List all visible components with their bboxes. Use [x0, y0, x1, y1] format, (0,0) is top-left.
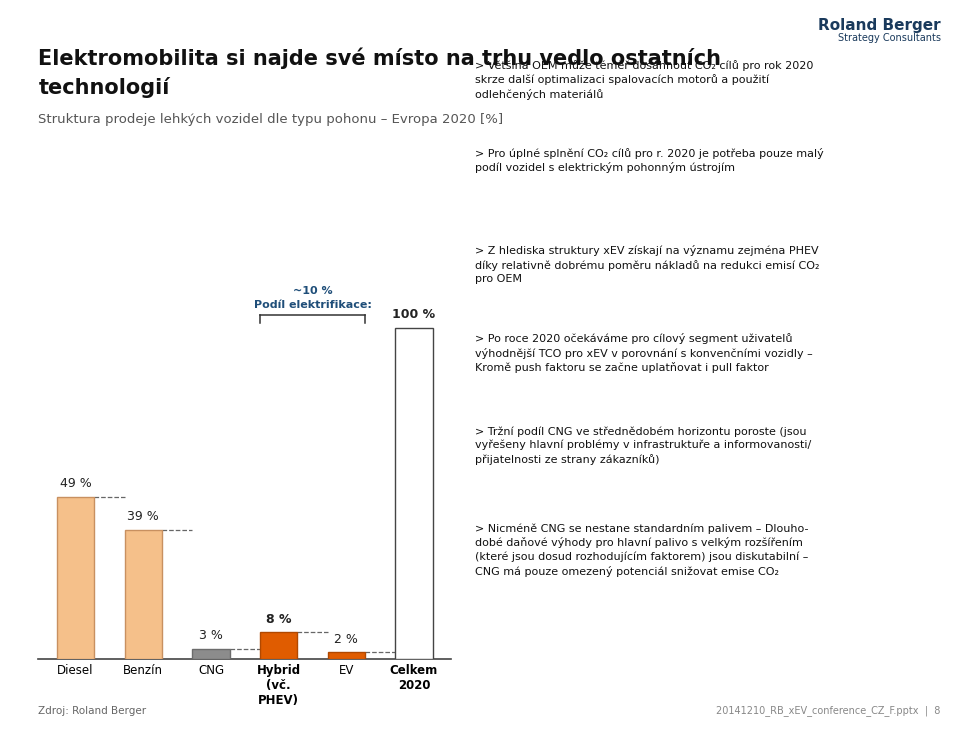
Bar — [57, 496, 94, 659]
Text: technologií: technologií — [38, 77, 170, 98]
Text: 3 %: 3 % — [199, 630, 223, 642]
Text: > Nicméně CNG se nestane standardním palivem – Dlouho-
dobé daňové výhody pro hl: > Nicméně CNG se nestane standardním pal… — [475, 523, 808, 577]
Bar — [396, 328, 433, 659]
Text: 2: 2 — [20, 16, 32, 31]
Bar — [260, 632, 298, 659]
Text: ~10 %: ~10 % — [293, 286, 332, 296]
Text: Podíl elektrifikace:: Podíl elektrifikace: — [253, 299, 372, 310]
Text: > Z hlediska struktury xEV získají na významu zejména PHEV
díky relativně dobrém: > Z hlediska struktury xEV získají na vý… — [475, 245, 820, 284]
Text: > Většina OEM může téměř dosáhnout CO₂ cílů pro rok 2020
skrze další optimalizac: > Většina OEM může téměř dosáhnout CO₂ c… — [475, 60, 813, 100]
Text: Strategy Consultants: Strategy Consultants — [838, 33, 941, 43]
Text: Elektromobilita si najde své místo na trhu vedlo ostatních: Elektromobilita si najde své místo na tr… — [38, 48, 721, 69]
Text: > Po roce 2020 očekáváme pro cílový segment uživatelů
výhodnější TCO pro xEV v p: > Po roce 2020 očekáváme pro cílový segm… — [475, 333, 813, 373]
Bar — [327, 652, 365, 659]
Bar — [125, 530, 162, 659]
Text: 49 %: 49 % — [60, 477, 91, 490]
Text: 8 %: 8 % — [266, 613, 292, 626]
Text: 39 %: 39 % — [128, 510, 159, 523]
Text: > Tržní podíl CNG ve střednědobém horizontu poroste (jsou
vyřešeny hlavní problé: > Tržní podíl CNG ve střednědobém horizo… — [475, 426, 811, 465]
Text: > Pro úplné splnění CO₂ cílů pro r. 2020 je potřeba pouze malý
podíl vozidel s e: > Pro úplné splnění CO₂ cílů pro r. 2020… — [475, 148, 824, 173]
Text: Zdroj: Roland Berger: Zdroj: Roland Berger — [38, 706, 147, 716]
Text: Struktura prodeje lehkých vozidel dle typu pohonu – Evropa 2020 [%]: Struktura prodeje lehkých vozidel dle ty… — [38, 113, 504, 127]
Text: 20141210_RB_xEV_conference_CZ_F.pptx  |  8: 20141210_RB_xEV_conference_CZ_F.pptx | 8 — [716, 705, 941, 716]
Bar — [192, 649, 229, 659]
Text: Roland Berger: Roland Berger — [818, 18, 941, 33]
Text: 2 %: 2 % — [334, 632, 358, 646]
Text: 100 %: 100 % — [393, 308, 436, 321]
